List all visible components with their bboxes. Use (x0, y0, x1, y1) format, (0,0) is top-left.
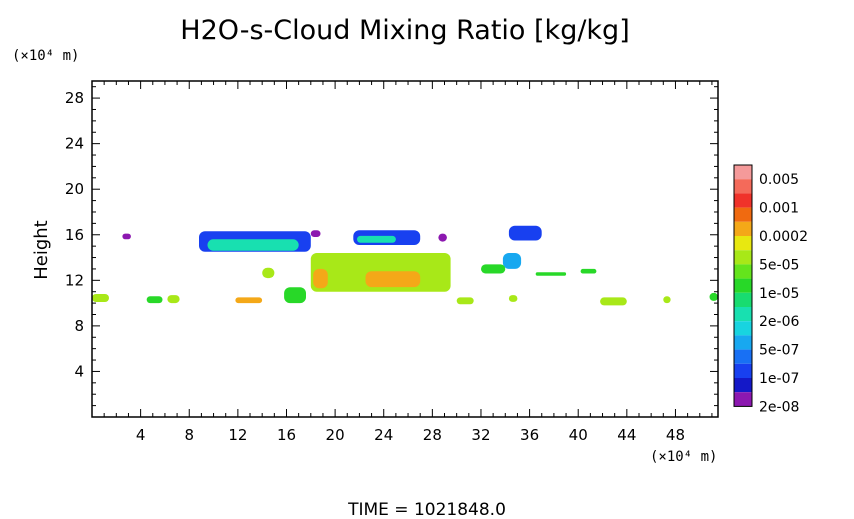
legend-label: 2e-06 (759, 314, 799, 330)
x-tick-label: 12 (228, 426, 247, 444)
cloud-region-6 (122, 233, 131, 240)
y-tick-label: 16 (65, 226, 84, 244)
legend-swatch (734, 236, 752, 251)
legend-swatch (734, 165, 752, 180)
cloud-region-5 (502, 253, 522, 269)
y-axis-ticks: 4 8 12 16 20 24 28 (65, 86, 718, 407)
cloud-region-14 (535, 272, 567, 276)
legend-swatch (734, 307, 752, 322)
legend-swatch (734, 250, 752, 265)
cloud-region-3 (357, 235, 396, 243)
x-tick-label: 40 (569, 426, 588, 444)
x-axis-unit: (×10⁴ m) (650, 449, 717, 465)
legend-swatch (734, 193, 752, 208)
cloud-region-20 (284, 287, 306, 304)
cloud-region-24 (663, 296, 671, 304)
legend-swatch (734, 321, 752, 336)
legend-swatch (734, 363, 752, 378)
cloud-region-13 (481, 264, 506, 274)
legend-label: 0.0002 (759, 229, 808, 245)
cloud-region-16 (92, 294, 109, 302)
plot-frame (91, 80, 719, 418)
cloud-region-11 (365, 271, 421, 288)
legend-swatch (734, 392, 752, 407)
legend-swatch (734, 292, 752, 307)
legend-swatch (734, 278, 752, 293)
cloud-region-8 (438, 233, 447, 242)
y-tick-label: 12 (65, 271, 84, 289)
x-tick-label: 28 (423, 426, 442, 444)
colorbar-legend: 0.005 0.001 0.0002 5e-05 1e-05 2e-06 5e-07 1e-0… (733, 164, 808, 415)
y-tick-label: 4 (74, 362, 84, 380)
cloud-region-19 (235, 297, 263, 304)
cloud-region-1 (207, 239, 299, 251)
legend-swatch (734, 207, 752, 222)
x-tick-label: 36 (520, 426, 539, 444)
legend-frame (733, 164, 753, 407)
cloud-region-4 (508, 225, 542, 241)
legend-swatch (734, 378, 752, 393)
x-tick-label: 48 (666, 426, 685, 444)
legend-label: 2e-08 (759, 399, 799, 415)
cloud-region-18 (167, 295, 180, 304)
x-tick-label: 24 (374, 426, 393, 444)
x-tick-label: 16 (277, 426, 296, 444)
legend-swatch (734, 264, 752, 279)
cloud-region-17 (146, 296, 163, 304)
legend-label: 5e-05 (759, 257, 799, 273)
legend-swatch (734, 349, 752, 364)
x-tick-label: 4 (136, 426, 146, 444)
legend-label: 0.005 (759, 172, 799, 188)
cloud-region-7 (310, 230, 321, 237)
legend-swatch (734, 335, 752, 350)
chart-title: H2O-s-Cloud Mixing Ratio [kg/kg] (180, 15, 629, 46)
cloud-region-12 (262, 267, 275, 279)
cloud-region-25 (709, 292, 718, 301)
y-axis-unit: (×10⁴ m) (12, 48, 79, 64)
legend-swatch (734, 179, 752, 194)
time-footer: TIME = 1021848.0 (347, 500, 506, 519)
x-tick-label: 32 (471, 426, 490, 444)
legend-swatch (734, 221, 752, 236)
cloud-region-15 (580, 268, 597, 274)
y-tick-label: 28 (65, 89, 84, 107)
cloud-region-22 (508, 295, 518, 302)
cloud-region-21 (456, 297, 474, 305)
cloud-region-23 (600, 297, 627, 306)
y-tick-label: 20 (65, 180, 84, 198)
y-axis-label: Height (31, 220, 52, 280)
cloud-region-10 (313, 268, 328, 289)
legend-label: 1e-05 (759, 286, 799, 302)
y-tick-label: 24 (65, 135, 84, 153)
data-regions (92, 225, 718, 306)
x-tick-label: 44 (617, 426, 636, 444)
y-tick-label: 8 (74, 317, 84, 335)
legend-label: 1e-07 (759, 371, 799, 387)
legend-label: 5e-07 (759, 343, 799, 359)
x-tick-label: 20 (326, 426, 345, 444)
x-tick-label: 8 (184, 426, 194, 444)
x-axis-ticks: 4 8 12 16 20 24 28 32 36 40 44 48 (103, 81, 713, 444)
legend-label: 0.001 (759, 201, 799, 217)
